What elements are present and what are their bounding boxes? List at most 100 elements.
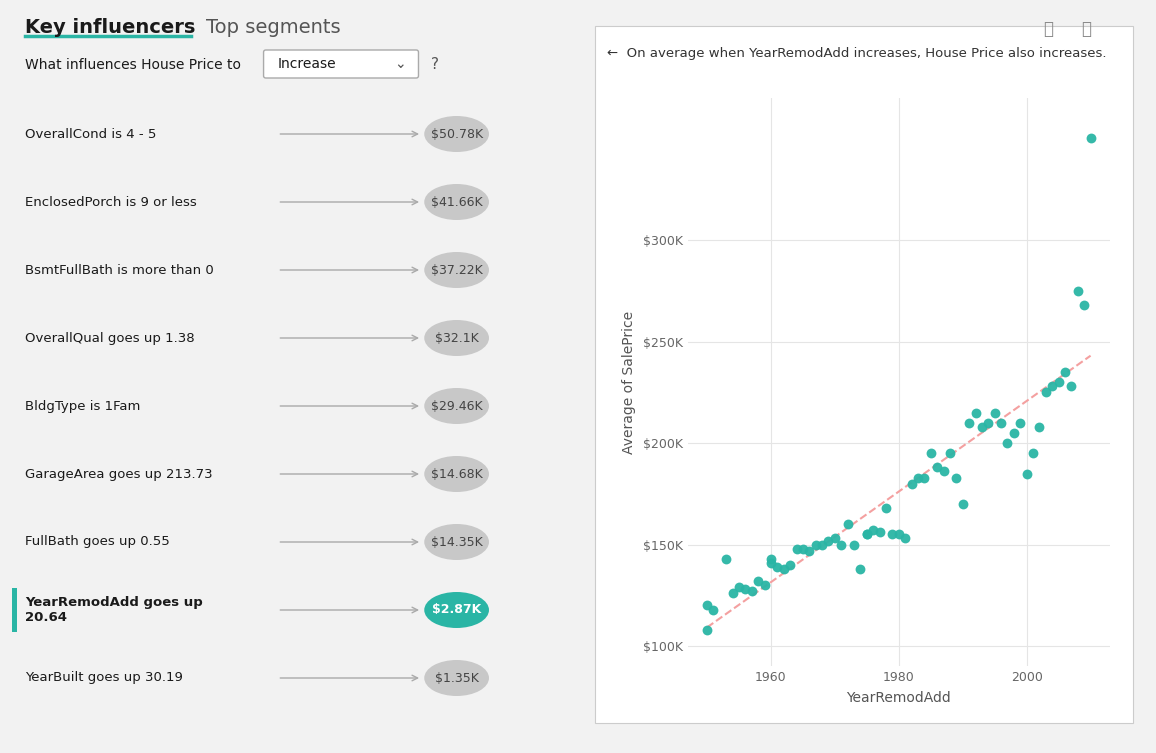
Point: [870, 526, 889, 538]
Point: [903, 477, 921, 489]
Point: [858, 529, 876, 541]
Point: [947, 471, 965, 483]
Text: $2.87K: $2.87K: [432, 603, 481, 617]
Point: [742, 585, 761, 597]
Text: ?: ?: [431, 56, 438, 72]
Point: [883, 529, 902, 541]
Point: [954, 498, 972, 510]
Point: [736, 584, 755, 596]
Text: FullBath goes up 0.55: FullBath goes up 0.55: [25, 535, 170, 548]
Ellipse shape: [424, 388, 489, 424]
Point: [1050, 376, 1068, 389]
Point: [1005, 427, 1023, 439]
Point: [845, 538, 864, 550]
Text: YearRemodAdd goes up
20.64: YearRemodAdd goes up 20.64: [25, 596, 203, 624]
Bar: [12, 588, 17, 632]
Point: [959, 416, 978, 428]
Text: OverallCond is 4 - 5: OverallCond is 4 - 5: [25, 127, 157, 141]
Point: [928, 462, 947, 474]
Ellipse shape: [424, 660, 489, 696]
Point: [762, 553, 780, 565]
Point: [851, 563, 869, 575]
Point: [1062, 380, 1081, 392]
Text: $37.22K: $37.22K: [431, 264, 482, 276]
Text: Top segments: Top segments: [206, 18, 340, 37]
Point: [825, 532, 844, 544]
Ellipse shape: [424, 320, 489, 356]
Point: [966, 407, 985, 419]
Point: [698, 623, 717, 636]
Point: [916, 471, 934, 483]
Point: [807, 538, 825, 550]
Point: [838, 518, 857, 530]
Text: $32.1K: $32.1K: [435, 331, 479, 345]
Text: ⌄: ⌄: [394, 57, 406, 71]
Point: [896, 532, 914, 544]
Point: [729, 581, 748, 593]
Point: [820, 535, 838, 547]
Text: GarageArea goes up 213.73: GarageArea goes up 213.73: [25, 468, 213, 480]
Point: [1043, 380, 1061, 392]
Point: [1024, 447, 1043, 459]
Point: [832, 538, 851, 550]
Point: [768, 561, 786, 573]
Ellipse shape: [424, 184, 489, 220]
Point: [1075, 299, 1094, 311]
Text: EnclosedPorch is 9 or less: EnclosedPorch is 9 or less: [25, 196, 198, 209]
Text: $14.35K: $14.35K: [431, 535, 482, 548]
Point: [890, 529, 909, 541]
Text: BsmtFullBath is more than 0: BsmtFullBath is more than 0: [25, 264, 214, 276]
Point: [775, 563, 793, 575]
Text: Increase: Increase: [277, 57, 336, 71]
Point: [780, 559, 799, 571]
Point: [800, 544, 818, 556]
Point: [1055, 366, 1074, 378]
Point: [724, 587, 742, 599]
Text: $1.35K: $1.35K: [435, 672, 479, 684]
Point: [1017, 468, 1036, 480]
Point: [999, 437, 1017, 449]
Ellipse shape: [424, 252, 489, 288]
Text: 🖓: 🖓: [1082, 20, 1091, 38]
FancyBboxPatch shape: [264, 50, 418, 78]
Text: $14.68K: $14.68K: [431, 468, 482, 480]
Point: [972, 421, 991, 433]
Point: [985, 407, 1003, 419]
Point: [1068, 285, 1087, 297]
Point: [921, 447, 940, 459]
Point: [762, 556, 780, 569]
Point: [704, 604, 722, 616]
Point: [858, 529, 876, 541]
Point: [909, 471, 927, 483]
Point: [979, 416, 998, 428]
Point: [717, 553, 735, 565]
Point: [876, 502, 895, 514]
Ellipse shape: [424, 524, 489, 560]
Point: [813, 538, 831, 550]
Text: ←  On average when YearRemodAdd increases, House Price also increases.: ← On average when YearRemodAdd increases…: [607, 47, 1106, 59]
Text: BldgType is 1Fam: BldgType is 1Fam: [25, 400, 141, 413]
Point: [1081, 133, 1099, 145]
Point: [1030, 421, 1048, 433]
Text: $29.46K: $29.46K: [431, 400, 482, 413]
Point: [698, 599, 717, 611]
Y-axis label: Average of SalePrice: Average of SalePrice: [622, 310, 636, 454]
Ellipse shape: [424, 456, 489, 492]
Text: $50.78K: $50.78K: [430, 127, 483, 141]
Point: [1012, 416, 1030, 428]
Point: [1037, 386, 1055, 398]
Point: [755, 579, 773, 591]
Point: [941, 447, 959, 459]
Point: [992, 416, 1010, 428]
Text: 🖒: 🖒: [1044, 20, 1053, 38]
Ellipse shape: [424, 592, 489, 628]
Ellipse shape: [424, 116, 489, 152]
Text: Key influencers: Key influencers: [25, 18, 195, 37]
Point: [934, 465, 953, 477]
Text: What influences House Price to: What influences House Price to: [25, 58, 242, 72]
Text: YearBuilt goes up 30.19: YearBuilt goes up 30.19: [25, 672, 184, 684]
Text: OverallQual goes up 1.38: OverallQual goes up 1.38: [25, 331, 195, 345]
Point: [787, 543, 806, 555]
Text: $41.66K: $41.66K: [431, 196, 482, 209]
X-axis label: YearRemodAdd: YearRemodAdd: [846, 691, 951, 706]
